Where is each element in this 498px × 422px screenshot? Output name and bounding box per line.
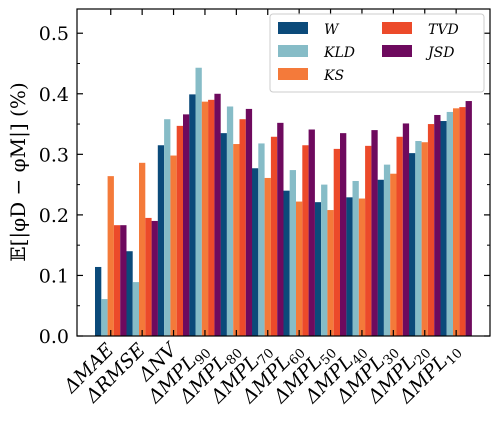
bar: [208, 99, 215, 336]
bar: [333, 148, 340, 336]
bar: [415, 141, 422, 336]
bar: [157, 145, 165, 336]
bar: [132, 282, 139, 336]
y-tick-label: 0.4: [39, 84, 69, 106]
bar: [164, 119, 171, 336]
bar: [214, 93, 221, 337]
bar: [233, 144, 240, 336]
bar: [453, 108, 460, 336]
legend-swatch: [278, 22, 308, 34]
bar: [101, 299, 108, 336]
bar: [195, 67, 202, 336]
y-tick-label: 0.3: [39, 144, 69, 166]
x-axis: ΔMAEΔRMSEΔNVΔMPL90ΔMPL80ΔMPL70ΔMPL60ΔMPL…: [59, 9, 466, 408]
legend: W KLD KS TVD JSD: [269, 13, 485, 93]
bar: [390, 173, 397, 336]
bar: [289, 170, 296, 336]
legend-box: [269, 13, 485, 93]
bar: [120, 225, 127, 336]
bar: [277, 122, 284, 336]
bar: [283, 190, 290, 336]
bar: [239, 119, 246, 336]
legend-swatch: [278, 68, 308, 80]
bar: [296, 201, 303, 336]
y-tick-label: 0.1: [39, 265, 69, 287]
bar: [126, 251, 133, 336]
bar: [201, 101, 209, 337]
bar: [189, 94, 196, 336]
bar: [107, 176, 114, 336]
bar: [139, 162, 146, 336]
bar: [308, 129, 315, 336]
bar: [95, 266, 102, 336]
y-axis: 0.0 0.1 0.2 0.3 0.4 0.5: [39, 23, 490, 348]
bar: [151, 220, 158, 336]
bar: [321, 184, 328, 336]
bar: [427, 124, 435, 336]
bar-series-group: [95, 67, 472, 337]
bar: [352, 180, 359, 336]
bar: [371, 130, 378, 336]
bar: [176, 125, 183, 336]
bar: [220, 133, 227, 336]
bar: [409, 153, 416, 336]
bar: [377, 179, 384, 336]
bar: [145, 217, 152, 336]
y-tick-label: 0.0: [39, 326, 69, 348]
bar: [434, 114, 441, 336]
plot-frame: [76, 8, 491, 337]
bar: [383, 164, 391, 336]
bar: [402, 123, 410, 336]
bar: [270, 136, 278, 336]
bar: [183, 114, 190, 336]
legend-swatch: [278, 45, 308, 57]
legend-swatch: [382, 22, 412, 34]
bar: [396, 136, 403, 336]
y-tick-label: 0.5: [39, 23, 69, 45]
bar: [314, 202, 322, 336]
bar: [465, 101, 472, 337]
bar: [421, 142, 428, 336]
legend-label: JSD: [425, 45, 454, 61]
legend-label: TVD: [428, 22, 459, 38]
bar: [346, 197, 353, 336]
bar: [226, 106, 234, 336]
bar: [327, 210, 334, 336]
legend-label: KS: [323, 68, 344, 84]
legend-swatch: [382, 45, 412, 57]
bar: [446, 111, 453, 336]
bar: [440, 121, 447, 337]
bar: [245, 108, 253, 337]
y-axis-title: 𝔼[|φD − φM|] (%): [6, 82, 31, 261]
y-tick-label: 0.2: [39, 205, 69, 227]
bar: [358, 198, 366, 336]
bar: [340, 133, 347, 336]
bar: [365, 145, 372, 336]
bar: [459, 107, 466, 336]
bar: [170, 155, 177, 336]
bar: [258, 143, 265, 336]
bar: [113, 225, 121, 336]
legend-label: KLD: [323, 45, 355, 61]
bar: [302, 145, 309, 336]
bar: [264, 177, 271, 336]
bar: [252, 168, 259, 336]
legend-label: W: [324, 22, 340, 38]
